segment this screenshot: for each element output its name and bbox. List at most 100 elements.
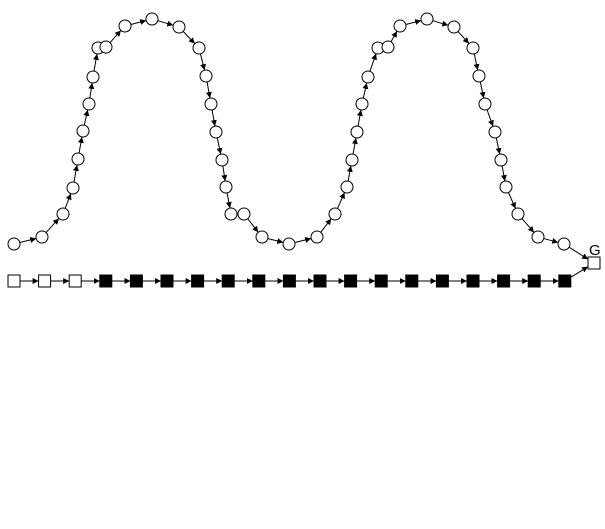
circle-edge [182,30,196,45]
circle-edge [369,53,377,72]
circle-node [255,230,269,244]
circle-node [66,181,80,195]
solid-square-node [405,274,419,288]
circle-edge [362,82,369,99]
circle-node [199,69,213,83]
circle-edge [351,137,358,155]
circle-edge [77,136,84,154]
circle-node [237,207,251,221]
solid-square-node [313,274,327,288]
circle-edge [247,218,259,233]
square-to-goal-edge [569,266,589,279]
circle-node [499,180,513,194]
circle-edge [93,53,99,72]
solid-square-node [282,274,296,288]
circle-edge [205,81,212,99]
circle-edge [405,19,422,25]
solid-square-node [344,274,358,288]
solid-square-node [527,274,541,288]
circle-to-goal-edge [568,246,589,260]
circle-edge [507,192,517,209]
circle-edge [457,31,470,44]
circle-node [328,207,342,221]
circle-node [420,12,434,26]
circle-edge [157,20,174,27]
circle-node [310,230,324,244]
circle-edge [267,238,284,244]
circle-edge [83,109,90,126]
circle-edge [109,30,122,43]
circle-node [82,97,96,111]
circle-edge [432,20,449,27]
circle-node [494,153,508,167]
circle-node [340,180,354,194]
circle-node [209,125,223,139]
open-square-node [68,274,82,288]
solid-square-node [435,274,449,288]
circle-node [99,40,113,54]
circle-node [531,230,545,244]
circle-edge [221,165,228,182]
circle-node [76,124,90,138]
circle-edge [346,165,353,182]
circle-node [219,180,233,194]
circle-edge [199,53,206,71]
goal-label: G [589,242,601,259]
circle-edge [473,53,480,71]
solid-square-node [191,274,205,288]
circle-edge [210,109,217,127]
circle-node [282,237,296,251]
circle-edge [356,109,363,127]
circle-node [472,69,486,83]
circle-edge [320,218,332,233]
circle-edge [73,164,79,183]
circle-edge [19,237,37,244]
circle-node [192,41,206,55]
solid-square-node [374,274,388,288]
circle-edge [130,19,147,25]
edge-layer [19,19,589,284]
circle-edge [521,218,535,233]
circle-edge [543,237,559,244]
circle-node [488,125,502,139]
circle-node [86,70,100,84]
circle-node [345,153,359,167]
circle-edge [64,193,72,209]
circle-node [393,19,407,33]
circle-edge [479,81,486,99]
circle-node [511,207,525,221]
circle-edge [225,192,232,209]
circle-node [56,207,70,221]
solid-square-node [99,274,113,288]
circle-edge [88,82,95,99]
circle-edge [495,137,502,155]
circle-node [355,97,369,111]
circle-node [478,97,492,111]
circle-node [172,20,186,34]
node-layer [7,12,601,288]
circle-node [204,97,218,111]
solid-square-node [558,274,572,288]
circle-node [381,40,395,54]
solid-square-node [497,274,511,288]
solid-square-node [466,274,480,288]
circle-node [224,207,238,221]
circle-node [145,12,159,26]
solid-square-node [221,274,235,288]
solid-square-node [160,274,174,288]
circle-edge [294,237,312,244]
solid-square-node [252,274,266,288]
circle-edge [486,109,494,127]
circle-node [35,230,49,244]
solid-square-node [129,274,143,288]
open-square-node [38,274,52,288]
circle-edge [336,192,346,209]
circle-node [118,19,132,33]
circle-node [215,153,229,167]
circle-node [466,41,480,55]
circle-edge [500,165,507,182]
circle-node [557,237,571,251]
goal-node [587,256,601,270]
circle-node [7,237,21,251]
